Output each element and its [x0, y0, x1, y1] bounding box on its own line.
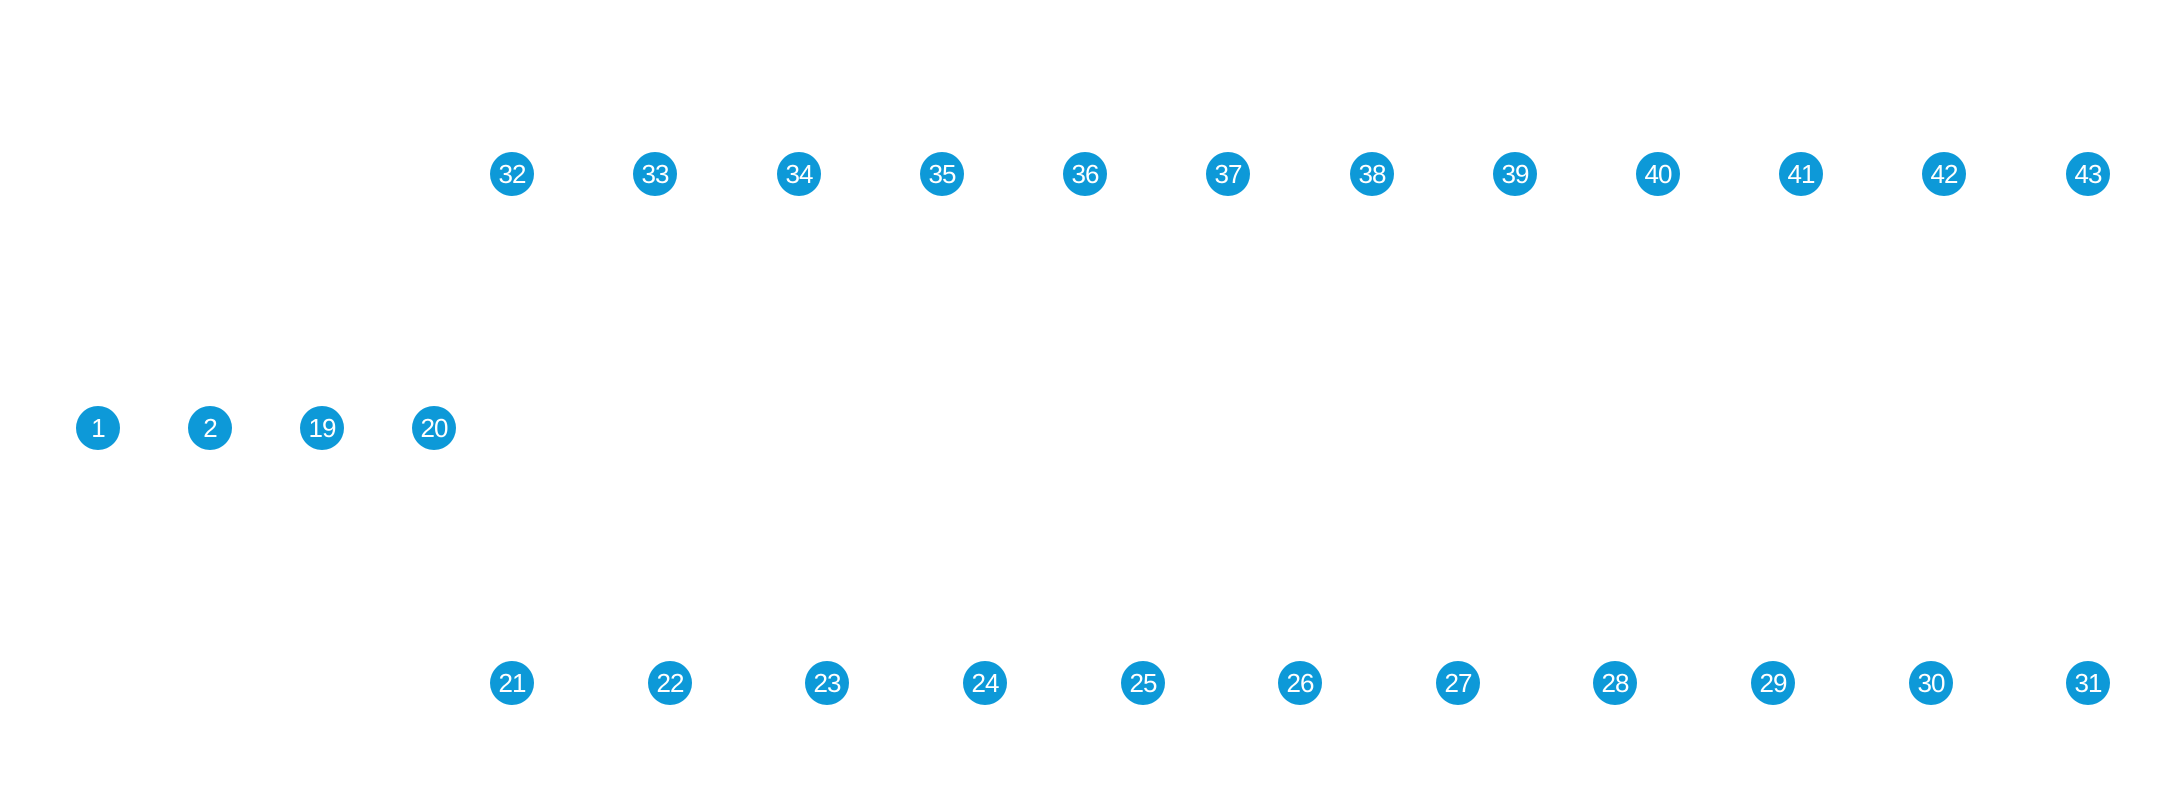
- node-32: 32: [490, 152, 534, 196]
- node-27: 27: [1436, 661, 1480, 705]
- node-35: 35: [920, 152, 964, 196]
- node-20: 20: [412, 406, 456, 450]
- node-2: 2: [188, 406, 232, 450]
- node-43: 43: [2066, 152, 2110, 196]
- node-37: 37: [1206, 152, 1250, 196]
- node-23: 23: [805, 661, 849, 705]
- node-30: 30: [1909, 661, 1953, 705]
- node-34: 34: [777, 152, 821, 196]
- node-42: 42: [1922, 152, 1966, 196]
- node-40: 40: [1636, 152, 1680, 196]
- node-24: 24: [963, 661, 1007, 705]
- node-26: 26: [1278, 661, 1322, 705]
- node-31: 31: [2066, 661, 2110, 705]
- node-41: 41: [1779, 152, 1823, 196]
- node-38: 38: [1350, 152, 1394, 196]
- node-36: 36: [1063, 152, 1107, 196]
- node-1: 1: [76, 406, 120, 450]
- node-33: 33: [633, 152, 677, 196]
- node-29: 29: [1751, 661, 1795, 705]
- node-25: 25: [1121, 661, 1165, 705]
- node-22: 22: [648, 661, 692, 705]
- node-39: 39: [1493, 152, 1537, 196]
- node-21: 21: [490, 661, 534, 705]
- node-19: 19: [300, 406, 344, 450]
- node-28: 28: [1593, 661, 1637, 705]
